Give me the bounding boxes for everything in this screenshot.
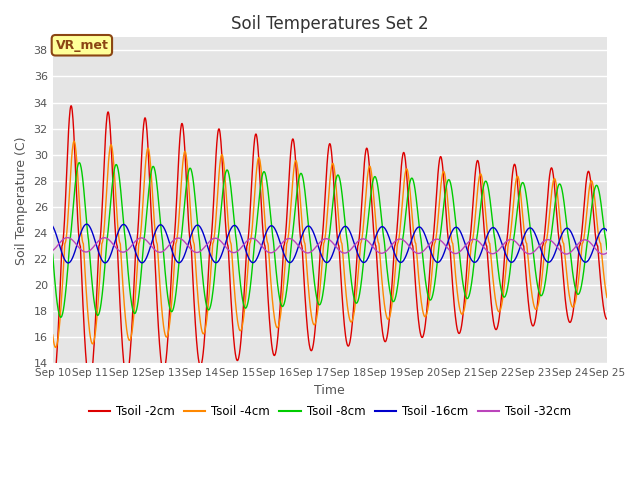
Tsoil -32cm — [284, 236, 292, 241]
Tsoil -8cm — [92, 310, 100, 316]
Tsoil -4cm — [115, 235, 123, 240]
X-axis label: Time: Time — [314, 384, 345, 397]
Tsoil -8cm — [296, 171, 304, 177]
Tsoil -4cm — [92, 321, 100, 327]
Tsoil -16cm — [306, 224, 314, 229]
Line: Tsoil -16cm: Tsoil -16cm — [52, 224, 607, 263]
Tsoil -8cm — [306, 236, 314, 241]
Tsoil -2cm — [49, 386, 56, 392]
Tsoil -32cm — [306, 250, 314, 255]
Tsoil -16cm — [92, 242, 100, 248]
Tsoil -4cm — [70, 138, 78, 144]
Tsoil -16cm — [603, 228, 611, 233]
Tsoil -32cm — [63, 235, 71, 240]
Tsoil -2cm — [365, 153, 372, 159]
Line: Tsoil -8cm: Tsoil -8cm — [52, 163, 607, 317]
Line: Tsoil -32cm: Tsoil -32cm — [52, 238, 607, 254]
Tsoil -4cm — [52, 345, 60, 350]
Tsoil -2cm — [306, 344, 314, 349]
Title: Soil Temperatures Set 2: Soil Temperatures Set 2 — [231, 15, 429, 33]
Text: VR_met: VR_met — [56, 39, 108, 52]
Tsoil -32cm — [603, 250, 611, 256]
Tsoil -16cm — [296, 239, 304, 244]
Tsoil -8cm — [115, 171, 123, 177]
Tsoil -8cm — [285, 271, 292, 276]
Tsoil -32cm — [49, 248, 56, 253]
Tsoil -32cm — [296, 244, 303, 250]
Tsoil -16cm — [49, 223, 56, 229]
Tsoil -32cm — [92, 241, 100, 247]
Tsoil -2cm — [92, 308, 100, 314]
Tsoil -16cm — [285, 259, 292, 265]
Tsoil -4cm — [365, 165, 372, 171]
Tsoil -2cm — [296, 226, 303, 232]
Tsoil -16cm — [83, 221, 90, 227]
Legend: Tsoil -2cm, Tsoil -4cm, Tsoil -8cm, Tsoil -16cm, Tsoil -32cm: Tsoil -2cm, Tsoil -4cm, Tsoil -8cm, Tsoi… — [84, 400, 575, 423]
Line: Tsoil -4cm: Tsoil -4cm — [52, 141, 607, 348]
Tsoil -8cm — [57, 314, 65, 320]
Y-axis label: Soil Temperature (C): Soil Temperature (C) — [15, 136, 28, 264]
Tsoil -4cm — [285, 231, 292, 237]
Tsoil -8cm — [365, 210, 372, 216]
Tsoil -4cm — [306, 302, 314, 308]
Tsoil -16cm — [65, 260, 72, 266]
Tsoil -4cm — [49, 332, 56, 338]
Tsoil -8cm — [76, 160, 83, 166]
Tsoil -2cm — [67, 103, 75, 108]
Tsoil -2cm — [115, 269, 122, 275]
Tsoil -16cm — [115, 228, 123, 233]
Tsoil -8cm — [603, 247, 611, 252]
Tsoil -8cm — [49, 251, 56, 257]
Tsoil -32cm — [600, 252, 607, 257]
Tsoil -4cm — [603, 295, 611, 300]
Tsoil -2cm — [603, 316, 611, 322]
Tsoil -2cm — [284, 190, 292, 195]
Line: Tsoil -2cm: Tsoil -2cm — [52, 106, 607, 389]
Tsoil -32cm — [115, 247, 122, 253]
Tsoil -32cm — [365, 239, 372, 244]
Tsoil -16cm — [365, 253, 372, 259]
Tsoil -4cm — [296, 194, 304, 200]
